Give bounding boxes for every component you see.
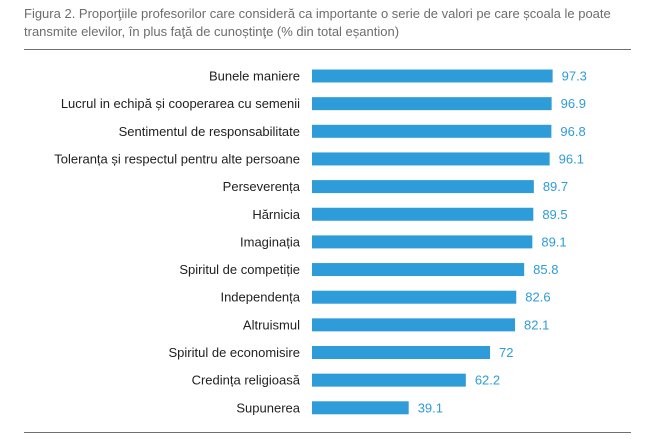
value-label: 82.1 [524,317,549,332]
category-label: Credința religioasă [192,373,301,388]
category-label: Spiritul de competiție [179,262,300,277]
category-label: Hărnicia [252,207,300,222]
category-label: Independența [220,290,300,305]
bar [312,69,553,83]
bar [312,152,550,166]
bar [312,346,491,359]
bar [312,180,534,194]
bar [312,401,409,415]
value-label: 89.1 [541,234,566,249]
value-label: 72 [499,345,513,360]
bottom-divider [24,432,631,433]
bar [312,263,525,277]
value-label: 97.3 [562,69,587,84]
value-label: 96.8 [560,124,585,139]
figure-caption: Figura 2. Proporţiile profesorilor care … [24,6,611,39]
bar [312,97,552,111]
category-label: Supunerea [236,400,300,415]
bar [312,235,533,249]
value-label: 85.8 [533,262,558,277]
top-divider [24,49,631,50]
bar [312,124,552,138]
category-label: Bunele maniere [209,69,300,84]
value-label: 82.6 [525,290,550,305]
category-label: Spiritul de economisire [168,345,300,360]
bar [312,373,466,387]
category-label: Imaginația [240,234,301,249]
value-label: 39.1 [418,400,443,415]
category-label: Altruismul [243,317,300,332]
bar [312,318,516,332]
value-label: 96.1 [559,151,584,166]
bar [312,290,517,304]
category-label: Sentimentul de responsabilitate [119,124,300,139]
value-label: 89.5 [542,207,567,222]
category-label: Perseverența [223,179,301,194]
category-label: Toleranța și respectul pentru alte perso… [54,151,300,166]
bar [312,207,534,221]
value-label: 96.9 [561,96,586,111]
category-label: Lucrul in echipă și cooperarea cu semeni… [61,96,300,111]
value-label: 62.2 [475,373,500,388]
value-label: 89.7 [543,179,568,194]
